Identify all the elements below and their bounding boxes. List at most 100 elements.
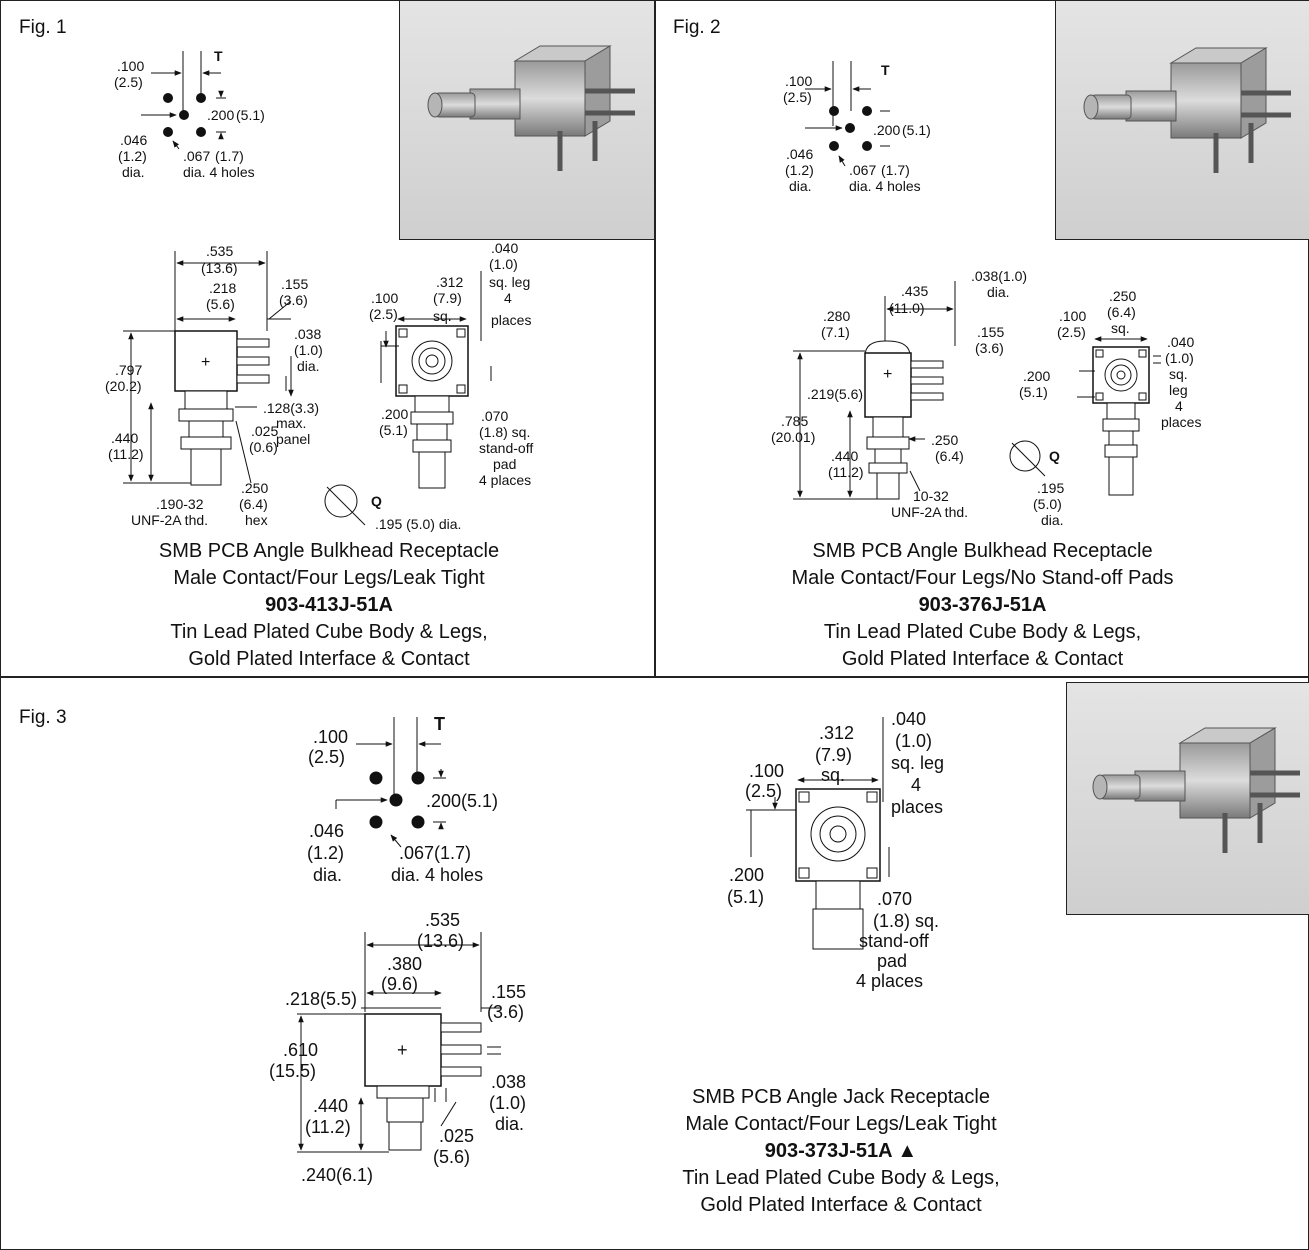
dimension-label: .067	[849, 162, 876, 178]
dimension-label: (1.2)	[307, 843, 344, 863]
dimension-label: .195	[1037, 480, 1064, 496]
dimension-label: (1.0)	[489, 256, 518, 272]
figure-1-caption: SMB PCB Angle Bulkhead Receptacle Male C…	[1, 538, 657, 673]
dimension-label: places	[1161, 414, 1201, 430]
dimension-label: .219(5.6)	[807, 386, 863, 402]
figure-2-photo	[1055, 0, 1309, 240]
dimension-label: .200	[207, 107, 234, 123]
dimension-label: (11.0)	[889, 300, 925, 316]
figure-3-caption: SMB PCB Angle Jack Receptacle Male Conta…	[641, 1084, 1041, 1219]
dimension-label: .040	[1167, 334, 1194, 350]
dimension-label: .200	[873, 122, 900, 138]
dimension-label: places	[491, 312, 531, 328]
dimension-label: dia. 4 holes	[391, 865, 483, 885]
dimension-label: (5.0)	[1033, 496, 1062, 512]
dimension-label: (7.1)	[821, 324, 850, 340]
dimension-label: .038(1.0)	[971, 268, 1027, 284]
dimension-label: .218(5.5)	[285, 989, 357, 1009]
dimension-label: (2.5)	[114, 74, 143, 90]
dimension-label: (5.1)	[236, 107, 265, 123]
dimension-label: +	[883, 366, 892, 383]
dimension-label: Q	[1049, 448, 1060, 464]
figure-1-panel: Fig. 1 .100 (2.5) T .200 (5.1) .046 (1.2…	[0, 0, 656, 678]
dimension-label: (6.4)	[935, 448, 964, 464]
dimension-label: (3.6)	[975, 340, 1004, 356]
dimension-label: .380	[387, 954, 422, 974]
dimension-label: .100	[117, 58, 144, 74]
dimension-label: (5.1)	[1019, 384, 1048, 400]
figure-3-panel: Fig. 3 .100 (2.5) T .200(5.1) .046 (1.2)…	[0, 676, 1309, 1250]
dimension-label: .038	[491, 1072, 526, 1092]
dimension-label: dia. 4 holes	[183, 164, 255, 180]
dimension-label: .046	[786, 146, 813, 162]
figure-2-hole-pattern: .100 (2.5) T .200 (5.1) .046 (1.2) dia. …	[783, 61, 931, 194]
dimension-label: .100	[749, 761, 784, 781]
dimension-label: .200(5.1)	[426, 791, 498, 811]
dimension-label: (1.7)	[215, 148, 244, 164]
dimension-label: (5.6)	[206, 296, 235, 312]
dimension-label: (2.5)	[369, 306, 398, 322]
dimension-label: .200	[381, 406, 408, 422]
dimension-label: (0.6)	[249, 439, 278, 455]
dimension-label: UNF-2A thd.	[891, 504, 968, 520]
dimension-label: (7.9)	[433, 290, 462, 306]
figure-1-hole-pattern: .100 (2.5) T .200 (5.1) .046 (1.2) dia. …	[114, 48, 265, 180]
dimension-label: .155	[281, 276, 308, 292]
dimension-label: .250	[1109, 288, 1136, 304]
connector-photo-icon	[400, 1, 656, 240]
dimension-label: (20.01)	[771, 429, 815, 445]
dimension-label: (1.2)	[785, 162, 814, 178]
dimension-label: .025	[251, 423, 278, 439]
figure-3-label: Fig. 3	[19, 707, 67, 728]
dimension-label: stand-off	[479, 440, 533, 456]
dimension-label: (1.0)	[895, 731, 932, 751]
dimension-label: (13.6)	[417, 931, 464, 951]
figure-1-front-view: .312 (7.9) sq. .100 (2.5) .040 (1.0) sq.…	[324, 240, 533, 532]
dimension-label: .312	[436, 274, 463, 290]
dimension-label: .067	[183, 148, 210, 164]
dimension-label: (5.1)	[902, 122, 931, 138]
dimension-label: T	[214, 48, 223, 64]
part-number: 903-376J-51A	[918, 594, 1047, 616]
dimension-label: (3.6)	[279, 292, 308, 308]
dimension-label: .535	[425, 910, 460, 930]
dimension-label: (2.5)	[783, 89, 812, 105]
dimension-label: (1.0)	[294, 342, 323, 358]
dimension-label: (1.8) sq.	[479, 424, 530, 440]
dimension-label: (7.9)	[815, 745, 852, 765]
dimension-label: (1.8) sq.	[873, 911, 939, 931]
dimension-label: .535	[206, 243, 233, 259]
dimension-label: .040	[891, 709, 926, 729]
dimension-label: leg	[1169, 382, 1188, 398]
dimension-label: .195 (5.0) dia.	[375, 516, 461, 532]
dimension-label: (1.0)	[489, 1093, 526, 1113]
dimension-label: Q	[371, 493, 382, 509]
figure-1-photo	[399, 0, 656, 240]
dimension-label: .200	[729, 865, 764, 885]
dimension-label: .440	[111, 430, 138, 446]
connector-photo-icon	[1056, 1, 1309, 240]
dimension-label: .100	[371, 290, 398, 306]
dimension-label: (2.5)	[745, 781, 782, 801]
dimension-label: .250	[931, 432, 958, 448]
dimension-label: dia.	[1041, 512, 1064, 528]
dimension-label: places	[891, 797, 943, 817]
dimension-label: panel	[276, 431, 310, 447]
dimension-label: sq.	[1111, 320, 1130, 336]
dimension-label: (11.2)	[305, 1117, 351, 1137]
dimension-label: dia. 4 holes	[849, 178, 921, 194]
dimension-label: UNF-2A thd.	[131, 512, 208, 528]
dimension-label: sq. leg	[891, 753, 944, 773]
dimension-label: .046	[309, 821, 344, 841]
dimension-label: .155	[977, 324, 1004, 340]
dimension-label: +	[201, 354, 210, 371]
dimension-label: .046	[120, 132, 147, 148]
dimension-label: .100	[785, 73, 812, 89]
dimension-label: sq. leg	[489, 274, 530, 290]
dimension-label: .440	[313, 1096, 348, 1116]
figure-2-caption: SMB PCB Angle Bulkhead Receptacle Male C…	[655, 538, 1309, 673]
dimension-label: .128(3.3)	[263, 400, 319, 416]
dimension-label: (6.4)	[1107, 304, 1136, 320]
dimension-label: +	[397, 1040, 408, 1060]
dimension-label: T	[434, 714, 445, 734]
